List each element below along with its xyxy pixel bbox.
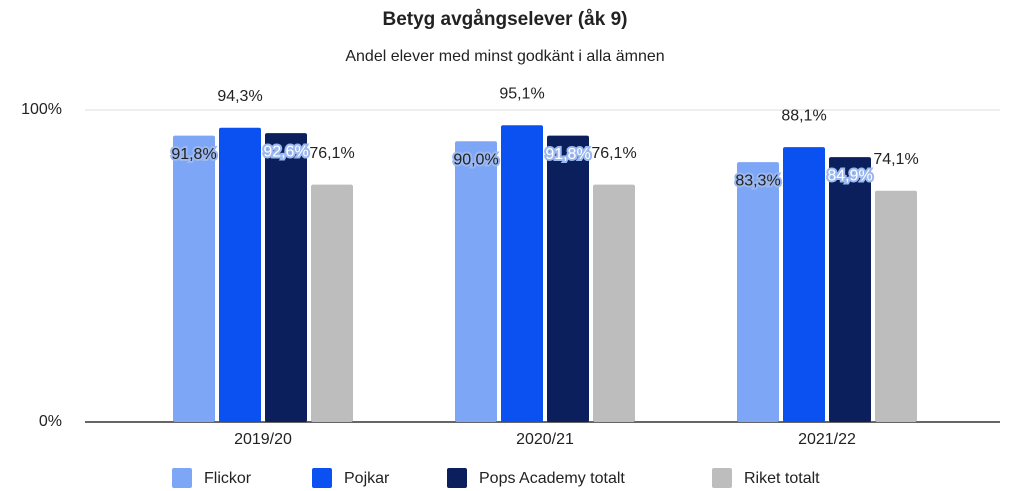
y-tick-label: 0% bbox=[39, 413, 62, 430]
legend-label: Flickor bbox=[204, 470, 252, 487]
value-label: 91,8% bbox=[545, 146, 590, 163]
value-label: 83,3% bbox=[735, 172, 780, 189]
value-label: 88,1% bbox=[781, 107, 826, 124]
legend-label: Pojkar bbox=[344, 470, 390, 487]
legend-swatch bbox=[712, 468, 732, 488]
chart-title: Betyg avgångselever (åk 9) bbox=[382, 9, 627, 30]
bar bbox=[829, 157, 871, 422]
bar bbox=[173, 135, 215, 423]
value-label: 94,3% bbox=[217, 88, 262, 105]
value-label: 76,1% bbox=[309, 145, 354, 162]
legend-swatch bbox=[172, 468, 192, 488]
bar bbox=[737, 162, 779, 422]
value-label: 76,1% bbox=[591, 145, 636, 162]
value-label: 74,1% bbox=[873, 151, 918, 168]
chart-subtitle: Andel elever med minst godkänt i alla äm… bbox=[345, 48, 664, 65]
value-label: 84,9% bbox=[827, 167, 872, 184]
bar bbox=[219, 127, 261, 422]
legend-swatch bbox=[447, 468, 467, 488]
bar bbox=[547, 135, 589, 423]
bar bbox=[875, 190, 917, 422]
x-tick-label: 2020/21 bbox=[516, 431, 574, 448]
legend-swatch bbox=[312, 468, 332, 488]
bar bbox=[593, 184, 635, 422]
legend-label: Riket totalt bbox=[744, 470, 820, 487]
x-tick-label: 2021/22 bbox=[798, 431, 856, 448]
value-label: 95,1% bbox=[499, 86, 544, 103]
bar bbox=[311, 184, 353, 422]
value-label: 91,8% bbox=[171, 146, 216, 163]
legend-label: Pops Academy totalt bbox=[479, 470, 625, 487]
bar bbox=[455, 141, 497, 422]
bar bbox=[501, 125, 543, 423]
x-tick-label: 2019/20 bbox=[234, 431, 292, 448]
value-label: 92,6% bbox=[263, 143, 308, 160]
y-tick-label: 100% bbox=[21, 101, 62, 118]
value-label: 90,0% bbox=[453, 151, 498, 168]
bar bbox=[265, 133, 307, 422]
bar bbox=[783, 147, 825, 423]
